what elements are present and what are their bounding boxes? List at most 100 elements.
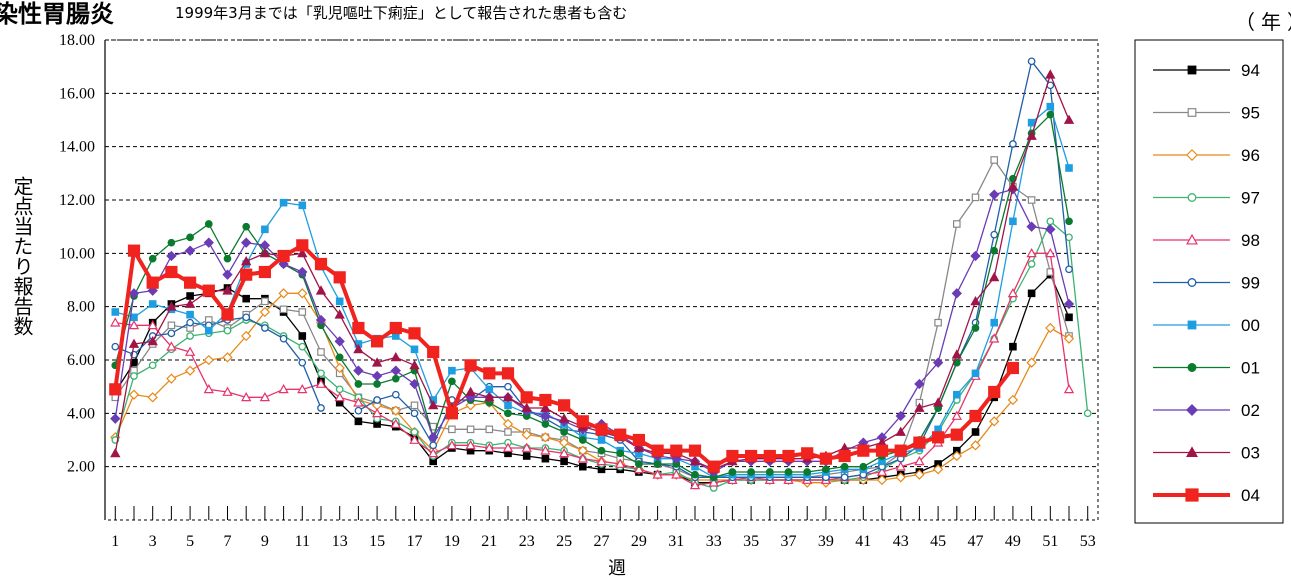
data-point (165, 265, 178, 279)
x-tick-label: 33 (706, 533, 722, 550)
data-point (1045, 322, 1056, 334)
x-tick-label: 45 (930, 533, 946, 550)
data-point (541, 420, 550, 428)
y-tick-label: 2.00 (67, 459, 95, 476)
data-point (167, 329, 176, 338)
x-tick-label: 21 (481, 533, 497, 550)
data-point (822, 465, 830, 474)
data-point (577, 453, 588, 463)
data-point (353, 397, 364, 407)
data-point (950, 428, 963, 441)
data-point (1009, 140, 1017, 148)
y-tick-label: 4.00 (67, 405, 95, 422)
data-point (971, 193, 980, 202)
data-point (186, 310, 194, 319)
legend-item: 99 (1153, 274, 1260, 293)
series-04 (109, 239, 1020, 473)
data-point (298, 358, 307, 367)
data-point (445, 407, 458, 420)
legend-label: 01 (1241, 359, 1260, 378)
data-point (259, 391, 271, 402)
data-point (857, 444, 870, 457)
data-point (485, 425, 494, 434)
data-point (504, 428, 512, 436)
data-point (1186, 404, 1198, 416)
data-point (932, 397, 944, 407)
data-point (241, 330, 252, 342)
legend-item: 01 (1153, 359, 1260, 378)
data-point (279, 334, 288, 343)
y-tick-label: 8.00 (67, 299, 95, 316)
data-point (1187, 363, 1197, 372)
data-point (334, 391, 345, 402)
data-point (597, 446, 606, 455)
data-point (147, 335, 158, 346)
x-tick-label: 19 (444, 533, 460, 550)
series-line (114, 159, 1070, 478)
data-point (540, 410, 551, 422)
data-point (428, 399, 439, 410)
data-point (184, 298, 196, 308)
data-point (410, 409, 419, 418)
data-point (128, 338, 140, 348)
data-point (970, 250, 981, 262)
data-point (278, 288, 289, 299)
data-point (128, 389, 140, 400)
data-point (203, 383, 214, 394)
data-point (522, 452, 531, 460)
data-point (1083, 409, 1092, 418)
data-point (166, 373, 177, 384)
data-point (989, 189, 1000, 200)
data-point (1186, 446, 1198, 458)
data-point (914, 378, 925, 390)
series-layer (109, 57, 1092, 492)
data-point (466, 425, 475, 434)
data-point (838, 449, 851, 463)
data-point (1063, 383, 1075, 394)
legend-item: 95 (1153, 104, 1260, 123)
legend-unit-label: （年） (1235, 10, 1291, 34)
data-point (1027, 289, 1036, 298)
data-point (223, 254, 232, 263)
data-point (335, 353, 344, 362)
data-point (242, 294, 250, 303)
data-point (558, 413, 570, 423)
legend-label: 97 (1241, 189, 1260, 208)
data-point (147, 392, 158, 403)
data-point (747, 468, 755, 476)
data-point (258, 265, 271, 279)
data-point (427, 345, 440, 359)
data-point (932, 464, 944, 475)
data-point (334, 309, 345, 319)
data-point (389, 321, 402, 335)
data-point (541, 454, 550, 463)
data-point (801, 447, 814, 460)
data-point (1187, 193, 1197, 202)
x-tick-label: 35 (743, 533, 759, 550)
data-point (465, 439, 476, 450)
data-point (1026, 357, 1037, 368)
data-point (428, 432, 439, 443)
data-point (1065, 265, 1073, 274)
data-point (484, 442, 495, 452)
data-point (317, 404, 325, 412)
data-point (971, 324, 980, 332)
x-tick-label: 37 (781, 533, 797, 550)
data-point (1186, 149, 1198, 161)
data-point (988, 385, 1001, 399)
data-point (448, 377, 456, 386)
data-point (109, 383, 122, 396)
data-point (390, 405, 401, 416)
data-point (204, 326, 213, 335)
data-point (914, 455, 925, 466)
data-point (148, 300, 157, 308)
data-point (1063, 333, 1075, 344)
data-point (371, 357, 383, 367)
data-point (691, 470, 699, 479)
data-point (521, 402, 532, 412)
data-point (261, 225, 269, 234)
data-point (1027, 57, 1036, 66)
data-point (279, 305, 288, 314)
data-point (633, 463, 645, 474)
series-line (115, 316, 322, 409)
